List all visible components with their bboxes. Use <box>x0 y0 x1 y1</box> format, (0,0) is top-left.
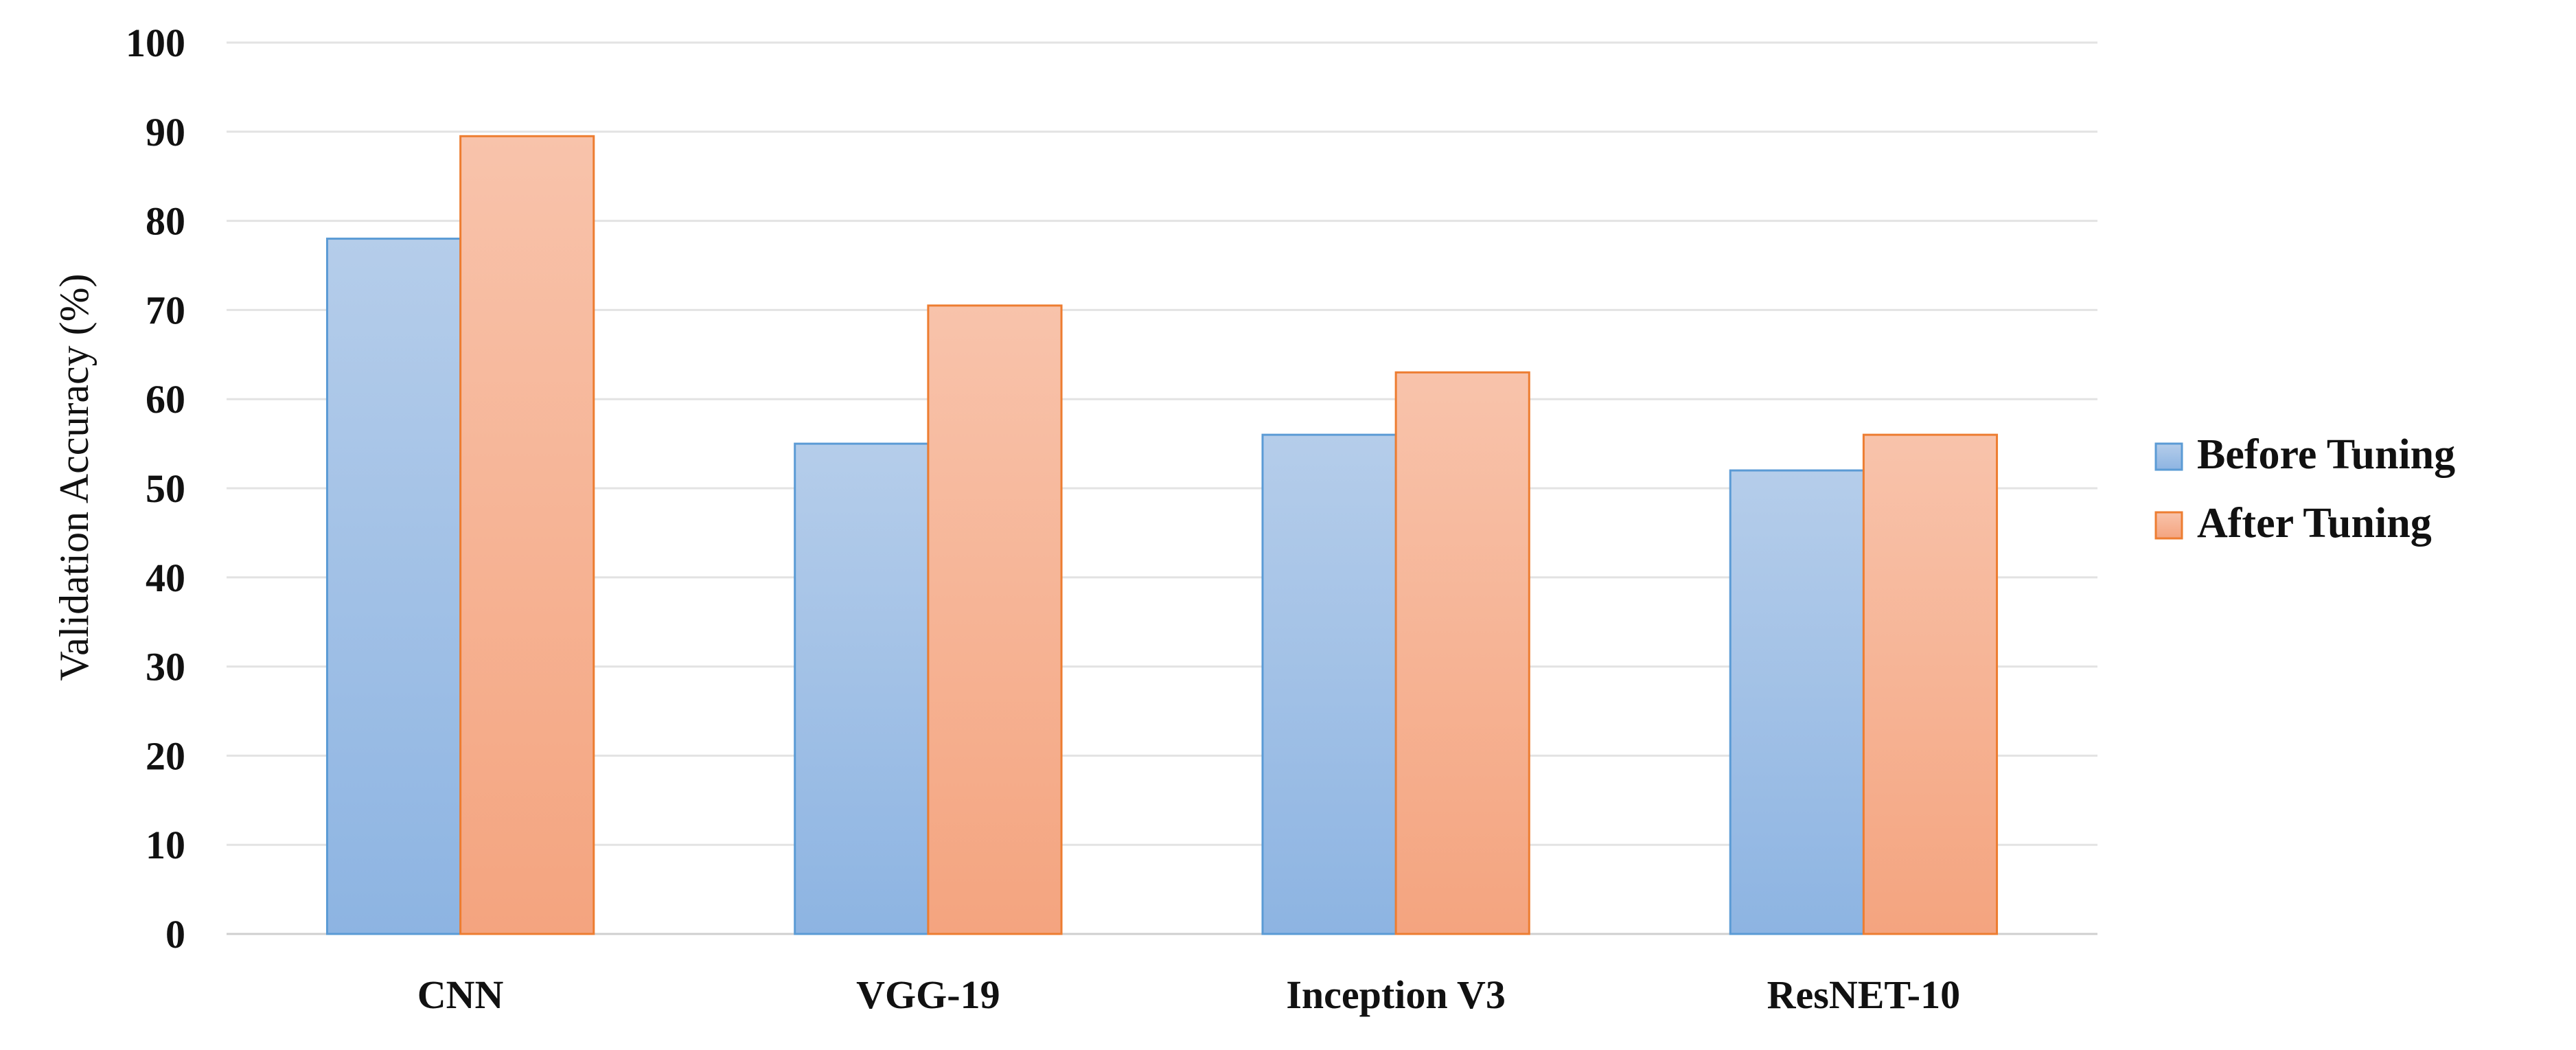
y-axis-ticks: 0 10 20 30 40 50 60 70 80 90 100 <box>126 21 185 957</box>
legend-swatch <box>2154 442 2183 471</box>
x-axis-categories: CNN VGG-19 Inception V3 ResNET-10 <box>417 972 1960 1017</box>
legend-label: After Tuning <box>2197 500 2432 547</box>
bar-after-inception-v3 <box>1394 371 1530 935</box>
bars <box>325 135 1999 935</box>
y-tick-label: 60 <box>146 377 185 422</box>
bar-after-vgg-19 <box>927 304 1063 935</box>
bar-before-vgg-19 <box>794 442 930 935</box>
y-axis-title: Validation Accuracy (%) <box>51 273 97 681</box>
x-category-label: ResNET-10 <box>1767 972 1960 1017</box>
bar-before-inception-v3 <box>1261 433 1397 935</box>
x-category-label: CNN <box>417 972 504 1017</box>
x-category-label: VGG-19 <box>856 972 1000 1017</box>
y-tick-label: 50 <box>146 466 185 511</box>
y-tick-label: 0 <box>165 912 185 957</box>
legend-swatch <box>2154 511 2183 540</box>
y-tick-label: 70 <box>146 288 185 332</box>
bar-after-cnn <box>459 135 595 935</box>
y-tick-label: 90 <box>146 110 185 155</box>
bar-before-resnet-10 <box>1729 469 1865 935</box>
y-tick-label: 40 <box>146 556 185 600</box>
bar-after-resnet-10 <box>1862 433 1999 935</box>
y-tick-label: 30 <box>146 645 185 689</box>
legend: Before Tuning After Tuning <box>2154 431 2455 547</box>
y-tick-label: 20 <box>146 733 185 778</box>
y-tick-label: 100 <box>126 21 185 65</box>
x-category-label: Inception V3 <box>1286 972 1506 1017</box>
y-tick-label: 10 <box>146 823 185 867</box>
bar-before-cnn <box>325 238 462 935</box>
legend-label: Before Tuning <box>2197 431 2455 478</box>
y-tick-label: 80 <box>146 199 185 244</box>
